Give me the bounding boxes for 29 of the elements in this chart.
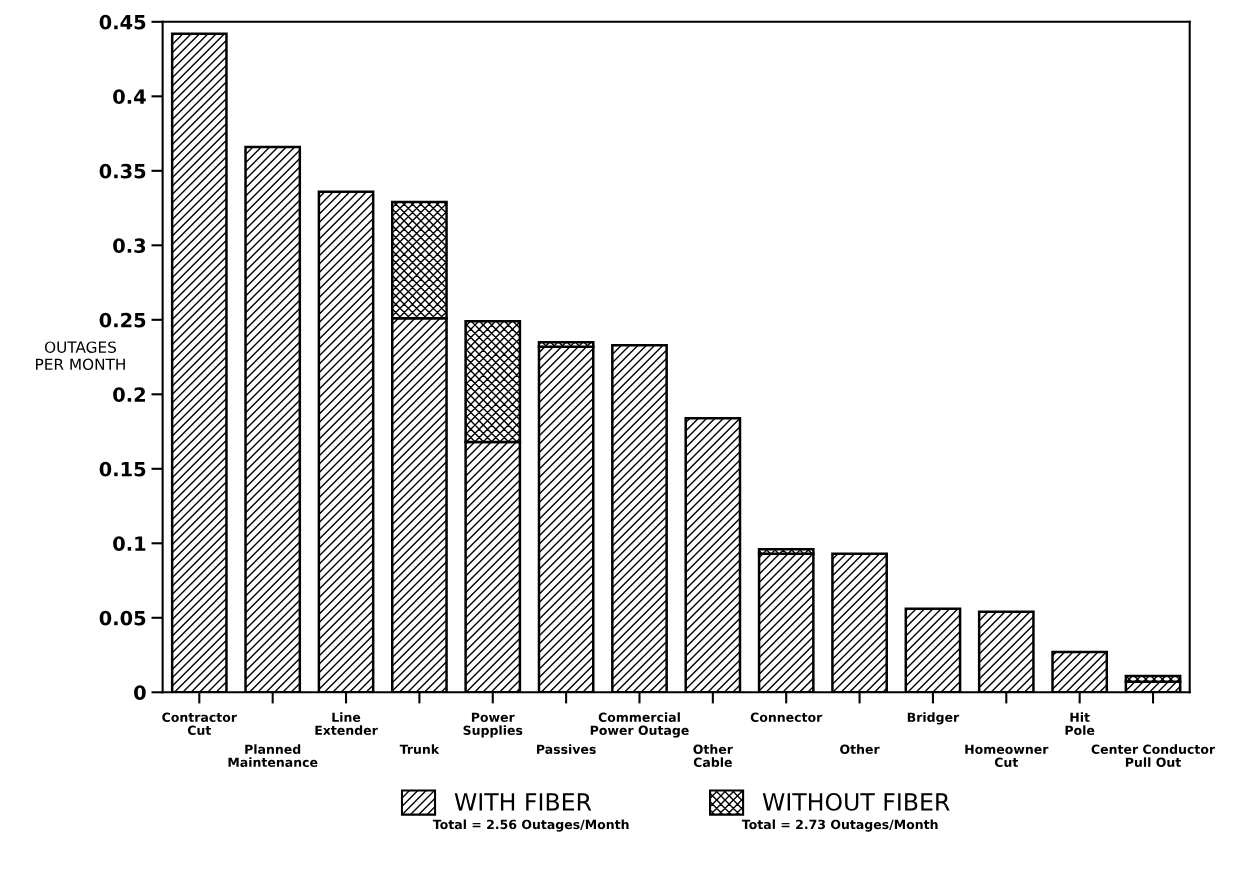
- x-tick-label: Homeowner Cut: [965, 744, 1049, 768]
- y-axis-title: OUTAGES PER MONTH: [36, 341, 125, 371]
- x-tick-label: Planned Maintenance: [228, 744, 318, 768]
- x-tick-label: Power Supplies: [463, 712, 523, 738]
- x-tick-label: Hit Pole: [1065, 712, 1095, 736]
- legend-label: WITHOUT FIBER: [762, 792, 950, 811]
- y-tick-label: 0.3: [113, 238, 146, 253]
- text: Total = 2.56 Outages/Month: [432, 819, 629, 832]
- x-tick-label: Passives: [537, 744, 596, 754]
- y-tick-label: 0.1: [113, 536, 146, 551]
- x-tick-label: Bridger: [907, 712, 960, 725]
- y-tick-label: 0.15: [99, 461, 146, 477]
- x-tick-label: Other Cable: [693, 744, 733, 768]
- y-tick-label: 0.05: [99, 610, 146, 626]
- x-tick-label: Line Extender: [315, 712, 378, 736]
- y-tick-label: 0.45: [99, 14, 146, 30]
- text: Total = 2.73 Outages/Month: [741, 819, 938, 832]
- y-tick-label: 0.2: [113, 387, 145, 402]
- x-tick-label: Contractor Cut: [162, 712, 237, 736]
- x-tick-label: Other: [840, 744, 880, 754]
- y-tick-label: 0.35: [99, 163, 146, 179]
- x-tick-label: Center Conductor Pull Out: [1091, 744, 1216, 768]
- y-tick-label: 0.4: [113, 89, 146, 104]
- y-tick-label: 0: [134, 685, 146, 700]
- x-tick-label: Connector: [750, 712, 823, 722]
- y-tick-label: 0.25: [99, 312, 146, 328]
- x-tick-label: Trunk: [399, 744, 440, 754]
- x-tick-label: Commercial Power Outage: [590, 712, 689, 738]
- legend-label: WITH FIBER: [454, 793, 592, 811]
